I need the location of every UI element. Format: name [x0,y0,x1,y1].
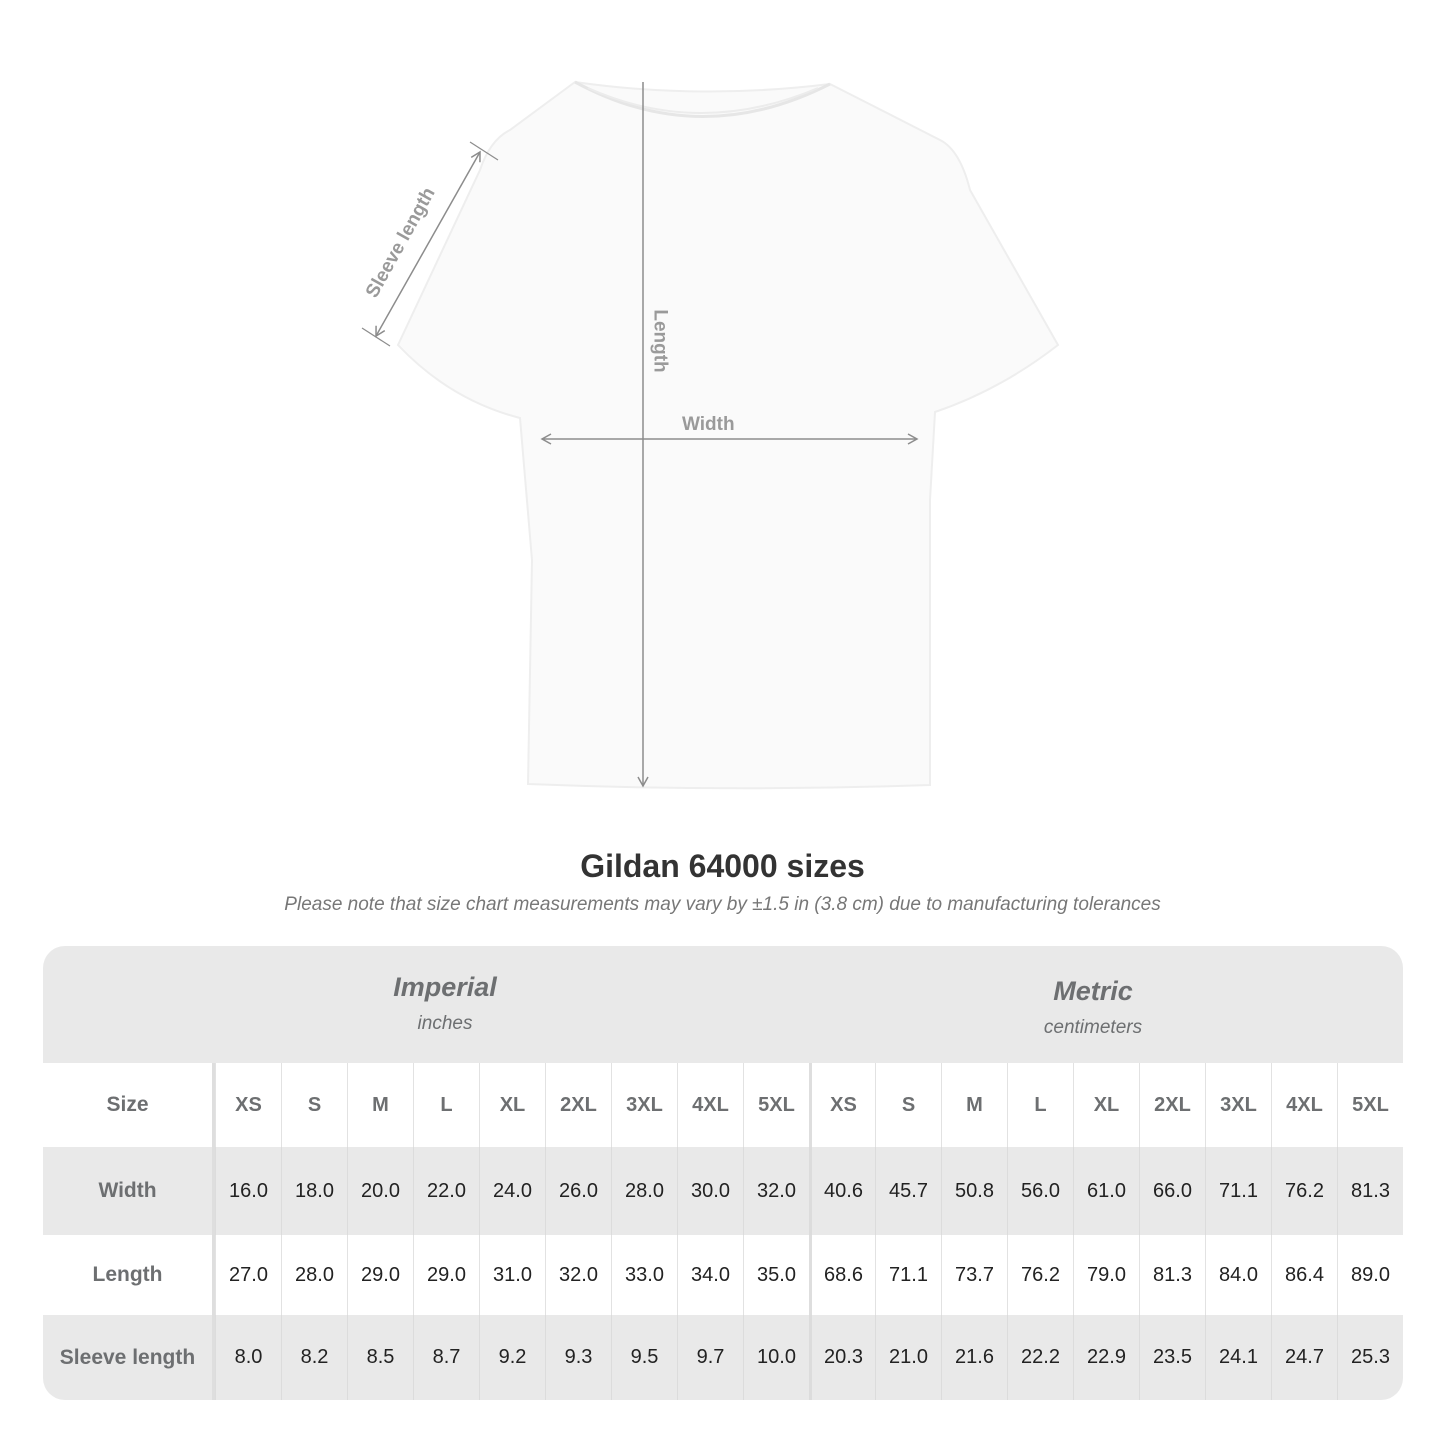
tolerance-note: Please note that size chart measurements… [284,894,1161,915]
unit-header-band [43,946,1403,1063]
cell-metric: 79.0 [1073,1235,1139,1315]
cell-imperial: 32.0 [743,1147,809,1235]
cell-imperial: 28.0 [611,1147,677,1235]
cell-metric: 68.6 [809,1235,875,1315]
cell-imperial: 28.0 [281,1235,347,1315]
cell-metric: 50.8 [941,1147,1007,1235]
imperial-unit: inches [417,1013,473,1034]
cell-imperial: 16.0 [215,1147,281,1235]
metric-title: Metric [1053,976,1133,1006]
cell-imperial: 24.0 [479,1147,545,1235]
size-header-metric: XS [809,1063,875,1147]
cell-imperial: 9.3 [545,1315,611,1400]
size-header-row: Size XS S M L XL 2XL 3XL 4XL 5XL XS S M L XL 2XL 3XL 4XL 5… [43,1063,1403,1147]
cell-metric: 45.7 [875,1147,941,1235]
size-header-metric: S [875,1063,941,1147]
size-header-metric: M [941,1063,1007,1147]
cell-imperial: 29.0 [347,1235,413,1315]
cell-imperial: 9.5 [611,1315,677,1400]
cell-metric: 24.7 [1271,1315,1337,1400]
cell-metric: 23.5 [1139,1315,1205,1400]
size-header-metric: 2XL [1139,1063,1205,1147]
size-header-imperial: XS [215,1063,281,1147]
cell-metric: 56.0 [1007,1147,1073,1235]
cell-imperial: 8.5 [347,1315,413,1400]
size-table: Imperial inches Metric centimeters Size X… [43,946,1403,1400]
size-header-imperial: XL [479,1063,545,1147]
cell-metric: 73.7 [941,1235,1007,1315]
cell-metric: 22.9 [1073,1315,1139,1400]
cell-metric: 76.2 [1007,1235,1073,1315]
length-label: Length [649,309,671,373]
cell-imperial: 32.0 [545,1235,611,1315]
size-header-metric: XL [1073,1063,1139,1147]
imperial-title: Imperial [393,972,497,1002]
table-row: Length 27.0 28.0 29.0 29.0 31.0 32.0 33.0 34.0 35… [43,1235,1403,1315]
cell-imperial: 8.7 [413,1315,479,1400]
row-label: Sleeve length [43,1315,215,1400]
cell-imperial: 35.0 [743,1235,809,1315]
cell-metric: 81.3 [1337,1147,1403,1235]
cell-metric: 86.4 [1271,1235,1337,1315]
size-header-metric: 3XL [1205,1063,1271,1147]
cell-metric: 76.2 [1271,1147,1337,1235]
cell-imperial: 30.0 [677,1147,743,1235]
cell-metric: 84.0 [1205,1235,1271,1315]
cell-metric: 24.1 [1205,1315,1271,1400]
cell-metric: 21.6 [941,1315,1007,1400]
cell-metric: 21.0 [875,1315,941,1400]
cell-imperial: 8.2 [281,1315,347,1400]
cell-metric: 71.1 [1205,1147,1271,1235]
cell-imperial: 26.0 [545,1147,611,1235]
table-row: Sleeve length 8.0 8.2 8.5 8.7 9.2 9.3 9.5 9.7 10.… [43,1315,1403,1400]
metric-unit: centimeters [1043,1017,1143,1038]
size-header-imperial: L [413,1063,479,1147]
cell-imperial: 9.2 [479,1315,545,1400]
size-header-imperial: 5XL [743,1063,809,1147]
cell-imperial: 22.0 [413,1147,479,1235]
cell-metric: 66.0 [1139,1147,1205,1235]
size-header-metric: 4XL [1271,1063,1337,1147]
cell-metric: 20.3 [809,1315,875,1400]
cell-metric: 89.0 [1337,1235,1403,1315]
row-label: Size [43,1063,215,1147]
cell-imperial: 18.0 [281,1147,347,1235]
width-label: Width [682,414,735,435]
cell-metric: 22.2 [1007,1315,1073,1400]
metric-header: Metric centimeters [863,976,1323,1039]
imperial-header: Imperial inches [215,972,675,1035]
size-header-imperial: 3XL [611,1063,677,1147]
row-label: Length [43,1235,215,1315]
cell-metric: 71.1 [875,1235,941,1315]
table-row: Width 16.0 18.0 20.0 22.0 24.0 26.0 28.0 30.0 32.… [43,1147,1403,1235]
cell-metric: 40.6 [809,1147,875,1235]
cell-imperial: 10.0 [743,1315,809,1400]
size-header-imperial: S [281,1063,347,1147]
sleeve-arrow [375,150,481,338]
cell-imperial: 20.0 [347,1147,413,1235]
cell-metric: 61.0 [1073,1147,1139,1235]
size-header-imperial: M [347,1063,413,1147]
size-header-imperial: 4XL [677,1063,743,1147]
row-label: Width [43,1147,215,1235]
size-header-metric: 5XL [1337,1063,1403,1147]
cell-imperial: 8.0 [215,1315,281,1400]
cell-imperial: 27.0 [215,1235,281,1315]
cell-imperial: 29.0 [413,1235,479,1315]
cell-imperial: 33.0 [611,1235,677,1315]
size-header-metric: L [1007,1063,1073,1147]
cell-imperial: 34.0 [677,1235,743,1315]
cell-imperial: 9.7 [677,1315,743,1400]
cell-metric: 81.3 [1139,1235,1205,1315]
tshirt-diagram [361,80,1060,790]
cell-metric: 25.3 [1337,1315,1403,1400]
page-title: Gildan 64000 sizes [580,848,865,884]
size-header-imperial: 2XL [545,1063,611,1147]
cell-imperial: 31.0 [479,1235,545,1315]
